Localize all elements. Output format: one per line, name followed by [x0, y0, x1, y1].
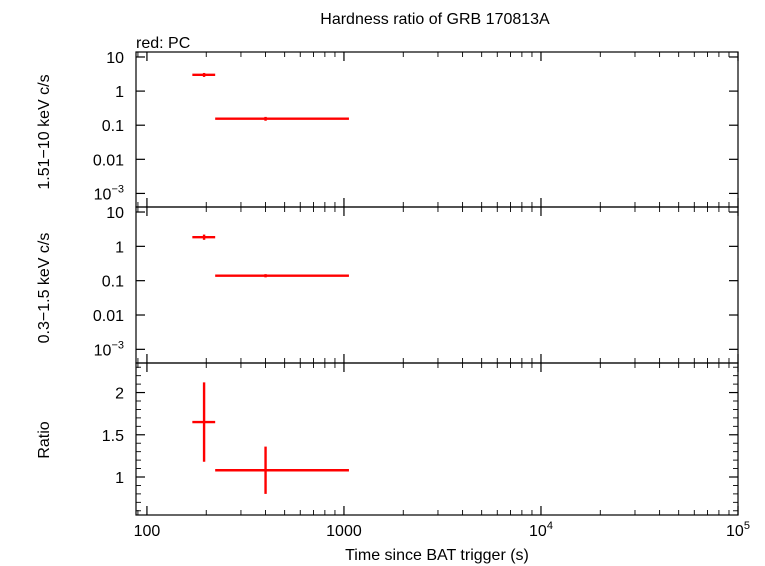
panel-frame-soft — [135, 206, 739, 364]
x-axis-label: Time since BAT trigger (s) — [345, 547, 529, 564]
x-tick-label: 1000 — [326, 523, 362, 540]
x-tick-label: 105 — [726, 520, 750, 540]
data-point-hard-1 — [215, 116, 349, 121]
x-tick-label-exponent: 5 — [744, 520, 750, 532]
x-tick-label: 104 — [529, 520, 553, 540]
panel-hard: 10 1 0.1 0.01 10−3 — [93, 50, 739, 208]
y-axis-label-hard: 1.51−10 keV c/s — [36, 74, 53, 189]
y-tick-label-soft: 10 — [106, 205, 124, 222]
x-tick-label-exponent: 4 — [547, 520, 553, 532]
y-tick-label-soft-exponent: −3 — [111, 339, 124, 351]
y-tick-label-hard-exponent: −3 — [111, 183, 124, 195]
y-tick-label-hard: 10−3 — [94, 183, 124, 203]
y-tick-label-ratio: 2 — [115, 386, 124, 403]
data-point-ratio-0 — [192, 382, 216, 462]
y-tick-label-soft: 0.1 — [102, 274, 124, 291]
y-tick-label-soft: 10−3 — [94, 339, 124, 359]
data-point-soft-1 — [215, 274, 349, 278]
y-tick-label-hard: 10 — [106, 50, 124, 67]
y-tick-label-soft: 0.01 — [93, 308, 124, 325]
data-point-soft-0 — [192, 234, 216, 240]
panel-frame-ratio — [135, 362, 739, 516]
legend-label: red: PC — [136, 35, 190, 52]
data-point-hard-0 — [192, 72, 216, 77]
panel-soft: 10 1 0.1 0.01 10−3 — [93, 205, 739, 364]
chart-title: Hardness ratio of GRB 170813A — [320, 11, 550, 28]
y-tick-label-hard: 1 — [115, 84, 124, 101]
y-tick-label-ratio: 1 — [115, 470, 124, 487]
x-tick-label: 100 — [134, 523, 161, 540]
panel-frame-hard — [135, 51, 739, 208]
panel-ratio: 21.51 — [102, 362, 739, 516]
y-tick-label-hard: 0.01 — [93, 152, 124, 169]
y-axis-label-soft: 0.3−1.5 keV c/s — [36, 233, 53, 344]
y-axis-label-ratio: Ratio — [36, 421, 53, 458]
data-point-ratio-1 — [215, 446, 349, 494]
y-tick-label-hard: 0.1 — [102, 118, 124, 135]
y-tick-label-soft: 1 — [115, 239, 124, 256]
y-tick-label-ratio: 1.5 — [102, 428, 124, 445]
